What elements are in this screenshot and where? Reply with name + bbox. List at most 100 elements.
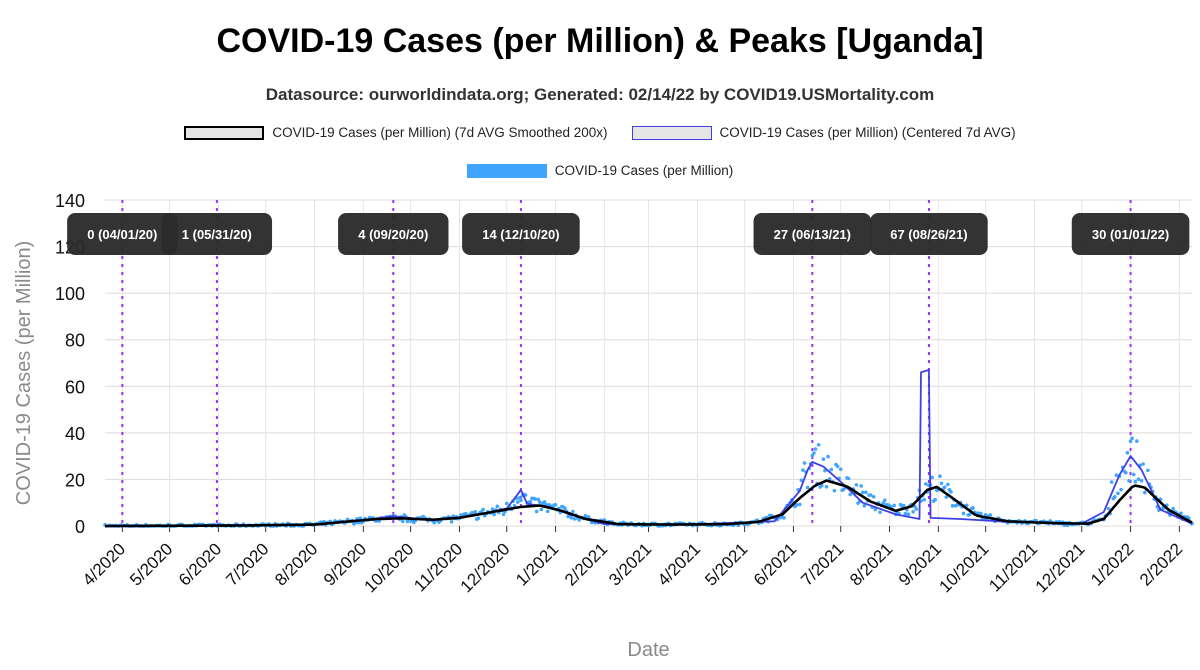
daily-case-point [572,517,577,521]
daily-case-point [1113,495,1117,499]
x-tick-label: 1/2021 [512,539,562,589]
daily-case-point [1127,478,1131,483]
x-tick-label: 12/2021 [1032,539,1089,596]
x-tick-label: 11/2021 [985,539,1041,595]
daily-case-point [988,513,993,517]
daily-case-point [881,501,886,505]
daily-case-point [826,454,830,459]
x-tick-label: 4/2021 [654,539,704,589]
x-tick-label: 4/2020 [79,539,129,589]
y-tick-label: 60 [65,377,85,397]
daily-case-point [528,499,533,504]
daily-case-point [979,511,983,516]
legend-item-smoothed: COVID-19 Cases (per Million) (7d AVG Smo… [184,125,608,140]
daily-case-point [835,464,840,469]
daily-case-point [476,516,481,521]
daily-case-point [449,519,454,524]
daily-case-point [797,502,802,507]
x-tick-label: 2/2022 [1136,539,1186,589]
daily-case-point [1179,511,1183,516]
chart-subtitle: Datasource: ourworldindata.org; Generate… [265,85,935,104]
legend-item-daily: COVID-19 Cases (per Million) [466,163,733,178]
daily-case-point [901,503,906,508]
x-tick-label: 12/2020 [457,539,514,596]
daily-case-point [586,515,591,519]
daily-case-point [1135,439,1139,443]
daily-case-point [829,467,834,472]
daily-case-point [862,504,867,508]
x-tick-label: 6/2020 [175,539,225,589]
daily-case-point [922,497,926,502]
daily-case-point [813,447,818,451]
daily-case-point [950,504,955,508]
daily-case-point [539,507,544,512]
daily-case-point [542,500,547,504]
daily-case-point [1146,468,1150,473]
daily-case-point [519,498,523,503]
daily-case-point [832,488,837,493]
daily-case-point [1141,462,1145,466]
daily-case-point [1114,473,1119,477]
y-tick-label: 0 [75,517,85,537]
daily-case-point [946,482,950,487]
daily-case-point [358,516,363,520]
daily-case-point [938,474,942,478]
y-tick-label: 100 [55,284,85,304]
daily-case-point [964,503,969,508]
daily-case-point [501,512,506,517]
daily-case-point [854,483,859,487]
x-tick-label: 7/2021 [797,539,847,589]
daily-case-point [1124,471,1128,475]
daily-case-point [794,503,799,507]
daily-case-point [898,502,903,507]
legend-row-1: COVID-19 Cases (per Million) (7d AVG Smo… [0,125,1200,140]
daily-case-point [816,443,821,447]
daily-case-point [883,498,887,503]
daily-case-point [1125,451,1130,455]
daily-case-point [942,485,947,490]
daily-case-point [1133,479,1138,484]
daily-case-point [782,516,786,520]
daily-case-point [827,477,832,481]
daily-case-point [473,510,478,514]
daily-case-point [553,502,558,507]
daily-case-point [933,497,938,502]
peak-label: 67 (08/26/21) [890,227,967,242]
daily-case-point [859,484,863,488]
chart-title: COVID-19 Cases (per Million) & Peaks [Ug… [216,22,984,60]
daily-case-point [968,512,972,517]
peak-label-box [1071,213,1190,255]
daily-case-point [481,507,485,512]
daily-case-point [961,511,966,516]
daily-case-point [906,512,911,517]
daily-case-point [533,497,537,501]
peak-label-box [338,213,449,255]
daily-case-point [939,481,944,486]
daily-case-point [569,515,574,520]
peak-label: 27 (06/13/21) [774,227,851,242]
daily-case-point [971,506,975,510]
daily-case-point [495,504,500,509]
daily-case-point [983,512,988,517]
daily-case-point [1130,436,1134,441]
x-axis-title: Date [627,639,669,661]
legend-label-smoothed: COVID-19 Cases (per Million) (7d AVG Smo… [272,125,608,140]
legend-swatch-centered [631,125,712,140]
x-tick-label: 3/2021 [605,539,655,589]
daily-case-point [821,457,826,461]
daily-case-point [515,500,520,504]
daily-case-point [801,468,805,472]
peak-label-box [753,213,872,255]
daily-case-point [903,511,908,516]
daily-case-point [563,506,567,511]
daily-case-point [799,478,804,483]
x-tick-label: 6/2021 [750,539,800,589]
legend-swatch-smoothed [184,125,265,140]
daily-case-point [1136,477,1141,482]
y-tick-label: 140 [55,191,85,211]
daily-case-point [914,507,919,511]
smoothed-avg-line [105,479,1193,528]
daily-case-point [538,500,542,504]
peak-label-box [462,213,580,255]
